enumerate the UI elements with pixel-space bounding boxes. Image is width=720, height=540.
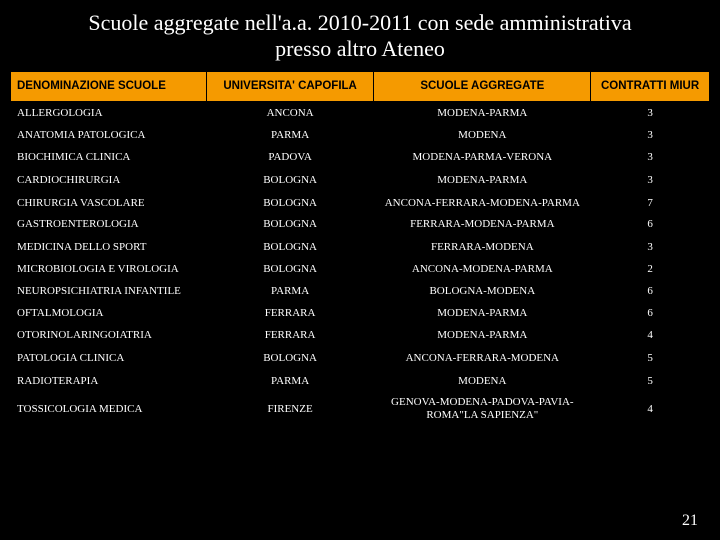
table-row: ANATOMIA PATOLOGICAPARMAMODENA3 xyxy=(11,124,710,146)
table-row: GASTROENTEROLOGIABOLOGNAFERRARA-MODENA-P… xyxy=(11,214,710,236)
cell-contratti: 6 xyxy=(591,281,710,303)
table-body: ALLERGOLOGIAANCONAMODENA-PARMA3ANATOMIA … xyxy=(11,102,710,426)
table-row: NEUROPSICHIATRIA INFANTILEPARMABOLOGNA-M… xyxy=(11,281,710,303)
table-row: MEDICINA DELLO SPORTBOLOGNAFERRARA-MODEN… xyxy=(11,236,710,259)
col-aggregate: SCUOLE AGGREGATE xyxy=(374,71,591,102)
cell-universita: BOLOGNA xyxy=(206,347,374,370)
cell-contratti: 6 xyxy=(591,302,710,324)
title-line-1: Scuole aggregate nell'a.a. 2010-2011 con… xyxy=(88,10,631,35)
cell-aggregate: MODENA-PARMA xyxy=(374,102,591,124)
cell-universita: BOLOGNA xyxy=(206,192,374,214)
col-denominazione: DENOMINAZIONE SCUOLE xyxy=(11,71,207,102)
cell-universita: PADOVA xyxy=(206,146,374,169)
cell-denominazione: TOSSICOLOGIA MEDICA xyxy=(11,392,207,426)
cell-contratti: 6 xyxy=(591,214,710,236)
scuole-table: DENOMINAZIONE SCUOLE UNIVERSITA' CAPOFIL… xyxy=(10,71,710,427)
cell-universita: PARMA xyxy=(206,370,374,392)
cell-aggregate: ANCONA-FERRARA-MODENA xyxy=(374,347,591,370)
cell-denominazione: ALLERGOLOGIA xyxy=(11,102,207,124)
cell-denominazione: NEUROPSICHIATRIA INFANTILE xyxy=(11,281,207,303)
table-row: BIOCHIMICA CLINICAPADOVAMODENA-PARMA-VER… xyxy=(11,146,710,169)
cell-aggregate: MODENA-PARMA xyxy=(374,302,591,324)
cell-universita: BOLOGNA xyxy=(206,169,374,192)
cell-contratti: 4 xyxy=(591,324,710,347)
table-container: DENOMINAZIONE SCUOLE UNIVERSITA' CAPOFIL… xyxy=(0,67,720,427)
cell-denominazione: PATOLOGIA CLINICA xyxy=(11,347,207,370)
cell-universita: ANCONA xyxy=(206,102,374,124)
table-row: OFTALMOLOGIAFERRARAMODENA-PARMA6 xyxy=(11,302,710,324)
cell-contratti: 4 xyxy=(591,392,710,426)
cell-aggregate: ANCONA-FERRARA-MODENA-PARMA xyxy=(374,192,591,214)
cell-contratti: 2 xyxy=(591,258,710,280)
cell-contratti: 3 xyxy=(591,102,710,124)
table-row: CHIRURGIA VASCOLAREBOLOGNAANCONA-FERRARA… xyxy=(11,192,710,214)
cell-denominazione: BIOCHIMICA CLINICA xyxy=(11,146,207,169)
cell-contratti: 5 xyxy=(591,347,710,370)
col-universita: UNIVERSITA' CAPOFILA xyxy=(206,71,374,102)
cell-denominazione: CARDIOCHIRURGIA xyxy=(11,169,207,192)
table-row: RADIOTERAPIAPARMAMODENA5 xyxy=(11,370,710,392)
cell-aggregate: ANCONA-MODENA-PARMA xyxy=(374,258,591,280)
table-row: TOSSICOLOGIA MEDICAFIRENZEGENOVA-MODENA-… xyxy=(11,392,710,426)
cell-denominazione: ANATOMIA PATOLOGICA xyxy=(11,124,207,146)
cell-aggregate: MODENA xyxy=(374,124,591,146)
cell-denominazione: CHIRURGIA VASCOLARE xyxy=(11,192,207,214)
title-line-2: presso altro Ateneo xyxy=(275,36,445,61)
cell-aggregate: GENOVA-MODENA-PADOVA-PAVIA-ROMA"LA SAPIE… xyxy=(374,392,591,426)
cell-aggregate: MODENA-PARMA xyxy=(374,169,591,192)
cell-universita: PARMA xyxy=(206,124,374,146)
cell-aggregate: MODENA-PARMA xyxy=(374,324,591,347)
cell-universita: FIRENZE xyxy=(206,392,374,426)
table-row: CARDIOCHIRURGIABOLOGNAMODENA-PARMA3 xyxy=(11,169,710,192)
cell-aggregate: MODENA xyxy=(374,370,591,392)
table-row: PATOLOGIA CLINICABOLOGNAANCONA-FERRARA-M… xyxy=(11,347,710,370)
cell-aggregate: FERRARA-MODENA-PARMA xyxy=(374,214,591,236)
cell-denominazione: RADIOTERAPIA xyxy=(11,370,207,392)
cell-universita: FERRARA xyxy=(206,302,374,324)
cell-universita: FERRARA xyxy=(206,324,374,347)
table-header-row: DENOMINAZIONE SCUOLE UNIVERSITA' CAPOFIL… xyxy=(11,71,710,102)
cell-contratti: 3 xyxy=(591,169,710,192)
cell-universita: BOLOGNA xyxy=(206,214,374,236)
cell-contratti: 5 xyxy=(591,370,710,392)
cell-universita: BOLOGNA xyxy=(206,258,374,280)
cell-contratti: 7 xyxy=(591,192,710,214)
cell-aggregate: MODENA-PARMA-VERONA xyxy=(374,146,591,169)
cell-denominazione: MICROBIOLOGIA E VIROLOGIA xyxy=(11,258,207,280)
cell-contratti: 3 xyxy=(591,124,710,146)
col-contratti: CONTRATTI MIUR xyxy=(591,71,710,102)
cell-denominazione: OFTALMOLOGIA xyxy=(11,302,207,324)
cell-aggregate: BOLOGNA-MODENA xyxy=(374,281,591,303)
slide-title: Scuole aggregate nell'a.a. 2010-2011 con… xyxy=(0,0,720,67)
cell-universita: PARMA xyxy=(206,281,374,303)
page-number: 21 xyxy=(682,512,698,530)
cell-contratti: 3 xyxy=(591,146,710,169)
cell-denominazione: OTORINOLARINGOIATRIA xyxy=(11,324,207,347)
table-row: MICROBIOLOGIA E VIROLOGIABOLOGNAANCONA-M… xyxy=(11,258,710,280)
cell-denominazione: GASTROENTEROLOGIA xyxy=(11,214,207,236)
cell-contratti: 3 xyxy=(591,236,710,259)
cell-universita: BOLOGNA xyxy=(206,236,374,259)
table-row: ALLERGOLOGIAANCONAMODENA-PARMA3 xyxy=(11,102,710,124)
table-row: OTORINOLARINGOIATRIAFERRARAMODENA-PARMA4 xyxy=(11,324,710,347)
cell-aggregate: FERRARA-MODENA xyxy=(374,236,591,259)
cell-denominazione: MEDICINA DELLO SPORT xyxy=(11,236,207,259)
